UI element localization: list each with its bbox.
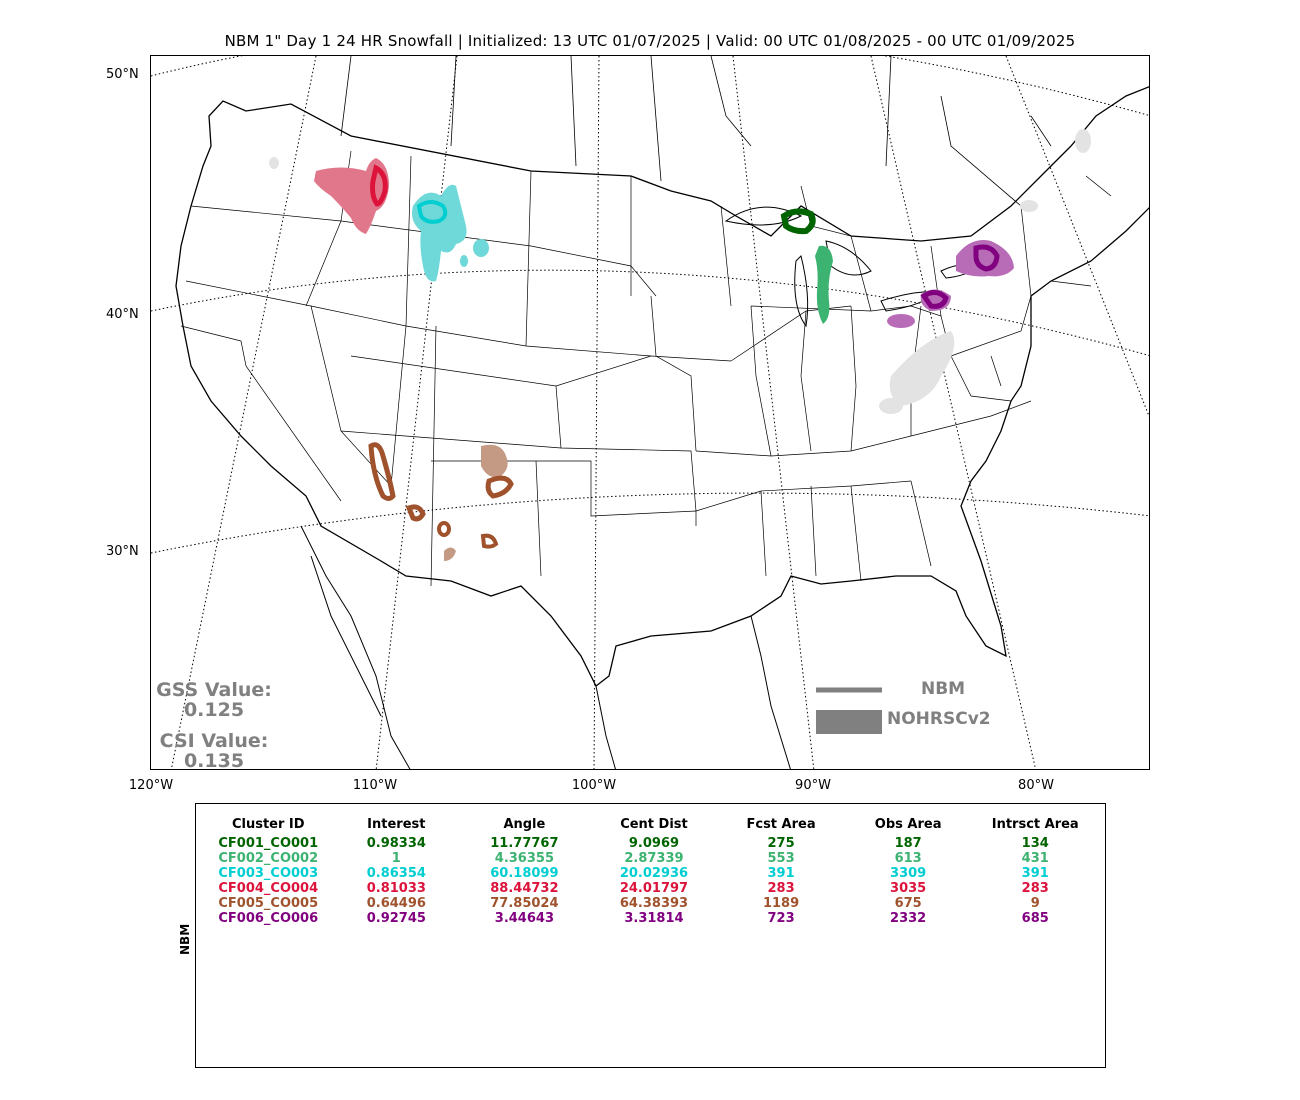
table-cell: 3035 — [890, 881, 927, 896]
table-header-row: Cluster ID Interest Angle Cent Dist Fcst Are… — [196, 816, 1105, 834]
table-cell: 187 — [894, 836, 922, 851]
cluster-cf001 — [780, 208, 816, 235]
table-cell: 1 — [391, 851, 401, 866]
table-cell: 431 — [1021, 851, 1049, 866]
table-cell: 275 — [767, 836, 795, 851]
longitude-lines — [170, 56, 1149, 769]
table-cell: 2.87339 — [624, 851, 684, 866]
cluster-cf006 — [887, 240, 1014, 328]
table-cell: 723 — [767, 911, 795, 926]
table-cell: CF004_CO004 — [218, 881, 319, 896]
mexico-coast — [300, 525, 791, 769]
table-cell: 685 — [1021, 911, 1049, 926]
table-cell: 3.44643 — [494, 911, 554, 926]
table-cell: 391 — [767, 866, 795, 881]
table-cell: 24.01797 — [619, 881, 689, 896]
cluster-cf005 — [368, 442, 514, 561]
lon-label-90: 90°W — [795, 778, 831, 793]
table-cell: 88.44732 — [490, 881, 559, 896]
table-header-cell: Obs Area — [874, 817, 942, 832]
table-header-cell: Interest — [367, 817, 426, 832]
csi-label: CSI Value: — [159, 730, 269, 752]
cluster-cf002 — [815, 245, 833, 324]
table-row: CF001_CO001 0.98334 11.77767 9.0969 275 187 13… — [196, 836, 1105, 851]
cluster-table-body: Cluster ID Interest Angle Cent Dist Fcst Are… — [196, 816, 1105, 926]
table-cell: 1189 — [762, 896, 800, 911]
table-header-cell: Cluster ID — [231, 817, 305, 832]
table-cell: 64.38393 — [619, 896, 689, 911]
table-cell: 9.0969 — [628, 836, 680, 851]
table-cell: 9 — [1030, 896, 1040, 911]
table-header-cell: Angle — [503, 817, 546, 832]
table-cell: 2332 — [890, 911, 927, 926]
table-cell: 0.86354 — [366, 866, 426, 881]
us-snowfall-map — [151, 56, 1149, 769]
table-cell: 613 — [894, 851, 922, 866]
lon-label-110: 110°W — [352, 778, 398, 793]
lon-label-120: 120°W — [128, 778, 174, 793]
state-borders — [180, 150, 1092, 587]
table-cell: 77.85024 — [490, 896, 559, 911]
table-cell: 3309 — [890, 866, 927, 881]
table-row: CF003_CO003 0.86354 60.18099 20.02936 391 330… — [196, 866, 1105, 881]
table-cell: CF002_CO002 — [218, 851, 319, 866]
gss-label: GSS Value: — [156, 679, 272, 701]
table-cell: 0.64496 — [366, 896, 426, 911]
table-cell: CF001_CO001 — [218, 836, 319, 851]
table-side-label: NBM — [178, 923, 192, 955]
table-cell: 283 — [1021, 881, 1049, 896]
table-cell: 675 — [894, 896, 922, 911]
table-row: CF002_CO002 1 4.36355 2.87339 553 613 431 — [196, 851, 1105, 866]
table-cell: CF003_CO003 — [218, 866, 319, 881]
map-panel — [150, 55, 1150, 770]
map-title: NBM 1" Day 1 24 HR Snowfall | Initialize… — [224, 32, 1076, 50]
table-cell: 60.18099 — [490, 866, 559, 881]
table-cell: 0.92745 — [366, 911, 426, 926]
table-cell: 391 — [1021, 866, 1049, 881]
table-cell: CF005_CO005 — [218, 896, 319, 911]
legend-nohrsc-label: NOHRSCv2 — [887, 709, 991, 729]
lat-label-50: 50°N — [106, 67, 139, 82]
lon-label-100: 100°W — [571, 778, 617, 793]
observed-unmatched-areas — [269, 129, 1091, 414]
table-cell: 134 — [1021, 836, 1049, 851]
lon-label-80: 80°W — [1018, 778, 1054, 793]
canada-borders — [340, 56, 1112, 207]
table-cell: 4.36355 — [494, 851, 554, 866]
gss-value: 0.125 — [183, 699, 245, 721]
table-row: CF006_CO006 0.92745 3.44643 3.31814 723 2332 6… — [196, 911, 1105, 926]
legend-nohrsc-swatch — [816, 710, 882, 734]
lat-label-30: 30°N — [106, 544, 139, 559]
cluster-cf004 — [314, 158, 389, 234]
table-cell: 553 — [767, 851, 795, 866]
cluster-stats-table: Cluster ID Interest Angle Cent Dist Fcst Are… — [195, 803, 1106, 1068]
lat-label-40: 40°N — [106, 307, 139, 322]
csi-value: 0.135 — [183, 750, 245, 772]
us-outline — [175, 86, 1149, 687]
table-cell: CF006_CO006 — [218, 911, 319, 926]
legend-nbm-label: NBM — [921, 679, 966, 699]
table-cell: 20.02936 — [619, 866, 689, 881]
table-header-cell: Intrsct Area — [991, 817, 1079, 832]
table-cell: 283 — [767, 881, 795, 896]
table-header-cell: Fcst Area — [746, 817, 816, 832]
table-cell: 0.98334 — [366, 836, 426, 851]
table-row: CF005_CO005 0.64496 77.85024 64.38393 1189 67… — [196, 896, 1105, 911]
table-header-cell: Cent Dist — [620, 817, 688, 832]
table-cell: 0.81033 — [366, 881, 426, 896]
cluster-cf003 — [412, 184, 489, 282]
table-cell: 11.77767 — [490, 836, 559, 851]
table-row: CF004_CO004 0.81033 88.44732 24.01797 283 303… — [196, 881, 1105, 896]
latitude-lines — [151, 56, 1149, 554]
table-cell: 3.31814 — [624, 911, 684, 926]
